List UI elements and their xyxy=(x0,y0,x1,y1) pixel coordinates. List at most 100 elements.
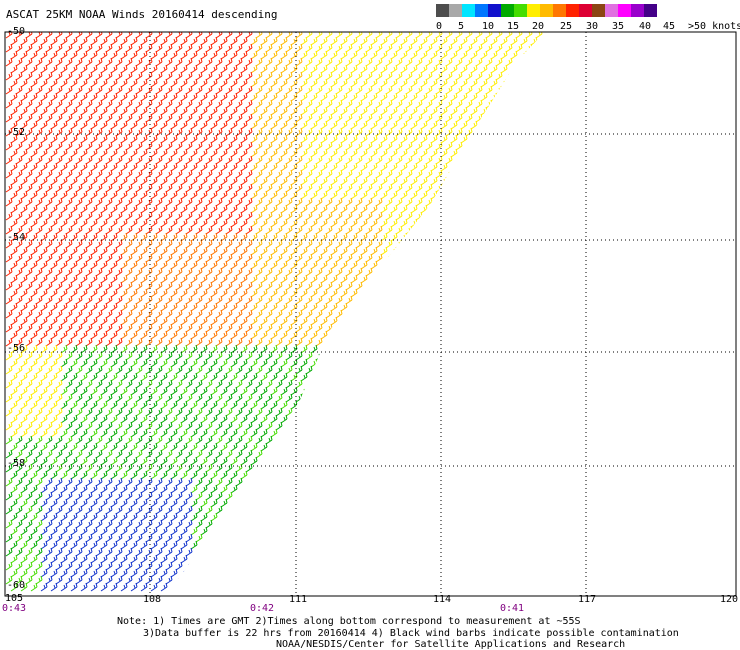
wind-barb xyxy=(10,190,18,200)
wind-barb xyxy=(450,456,458,466)
wind-barb xyxy=(255,393,263,403)
wind-barb xyxy=(75,421,83,431)
wind-barb xyxy=(155,211,163,221)
wind-barb xyxy=(515,43,523,53)
wind-barb xyxy=(270,288,278,298)
wind-barb xyxy=(165,477,173,487)
wind-barb xyxy=(515,337,523,347)
wind-barb xyxy=(355,225,363,235)
wind-barb xyxy=(115,155,123,165)
wind-barb xyxy=(50,512,58,522)
wind-barb xyxy=(535,155,543,165)
wind-barb xyxy=(205,421,213,431)
wind-barb xyxy=(270,106,278,116)
wind-barb xyxy=(280,78,288,88)
wind-barb xyxy=(265,547,273,557)
wind-barb xyxy=(225,141,233,151)
wind-barb xyxy=(15,393,23,403)
wind-barb xyxy=(180,568,188,578)
wind-barb xyxy=(195,477,203,487)
wind-barb xyxy=(165,183,173,193)
wind-barb xyxy=(315,113,323,123)
wind-barb xyxy=(105,113,113,123)
wind-barb xyxy=(310,344,318,354)
wind-barb xyxy=(30,50,38,60)
wind-barb xyxy=(540,484,545,494)
wind-barb xyxy=(15,225,23,235)
wind-barb xyxy=(230,358,238,368)
wind-barb xyxy=(220,554,228,564)
wind-barb xyxy=(335,365,343,375)
wind-barb xyxy=(80,106,88,116)
wind-barb xyxy=(505,225,513,235)
wind-barb xyxy=(465,393,473,403)
wind-barb xyxy=(250,50,258,60)
wind-barb xyxy=(480,176,488,186)
wind-barb xyxy=(345,267,353,277)
wind-barb xyxy=(480,260,488,270)
wind-barb xyxy=(30,498,38,508)
wind-barb xyxy=(95,211,103,221)
wind-barb xyxy=(530,302,538,312)
wind-barb xyxy=(385,547,393,557)
wind-barb xyxy=(500,330,508,340)
wind-barb xyxy=(410,484,418,494)
wind-barb xyxy=(200,330,208,340)
wind-barb xyxy=(465,211,473,221)
wind-barb xyxy=(205,561,213,571)
wind-barb xyxy=(125,463,133,473)
wind-barb xyxy=(225,169,233,179)
wind-barb xyxy=(365,491,373,501)
wind-barb xyxy=(180,120,188,130)
wind-barb xyxy=(300,120,308,130)
wind-barb xyxy=(205,57,213,67)
wind-barb xyxy=(205,351,213,361)
wind-barb xyxy=(350,428,358,438)
wind-barb xyxy=(430,78,438,88)
wind-barb xyxy=(190,274,198,284)
wind-barb xyxy=(130,176,138,186)
wind-barb xyxy=(195,491,203,501)
wind-barb xyxy=(380,358,388,368)
wind-barb xyxy=(250,162,258,172)
wind-barb xyxy=(525,449,533,459)
wind-barb xyxy=(90,540,98,550)
wind-barb xyxy=(95,281,103,291)
wind-barb xyxy=(525,32,533,39)
wind-barb xyxy=(330,330,338,340)
wind-barb xyxy=(225,253,233,263)
wind-barb xyxy=(255,463,263,473)
wind-barb xyxy=(225,295,233,305)
wind-barb xyxy=(210,414,218,424)
wind-barb xyxy=(350,176,358,186)
wind-barb xyxy=(360,36,368,46)
wind-barb xyxy=(270,358,278,368)
wind-barb xyxy=(520,50,528,60)
wind-barb xyxy=(275,267,283,277)
wind-barb xyxy=(410,358,418,368)
wind-barb xyxy=(160,456,168,466)
wind-barb xyxy=(525,113,533,123)
wind-barb xyxy=(315,211,323,221)
wind-barb xyxy=(420,554,428,564)
wind-barb xyxy=(160,190,168,200)
wind-barb xyxy=(200,246,208,256)
wind-barb xyxy=(230,190,238,200)
wind-barb xyxy=(275,505,283,515)
wind-barb xyxy=(115,463,123,473)
wind-barb xyxy=(455,407,463,417)
wind-barb xyxy=(420,358,428,368)
wind-barb xyxy=(490,512,498,522)
wind-barb xyxy=(140,428,148,438)
wind-barb xyxy=(400,484,408,494)
wind-barb xyxy=(225,561,233,571)
wind-barb xyxy=(270,260,278,270)
wind-barb xyxy=(325,323,333,333)
wind-barb xyxy=(275,435,283,445)
wind-barb xyxy=(510,176,518,186)
wind-barb xyxy=(415,351,423,361)
wind-barb xyxy=(155,183,163,193)
wind-barb xyxy=(10,218,18,228)
wind-barb xyxy=(485,127,493,137)
wind-barb xyxy=(20,582,28,592)
